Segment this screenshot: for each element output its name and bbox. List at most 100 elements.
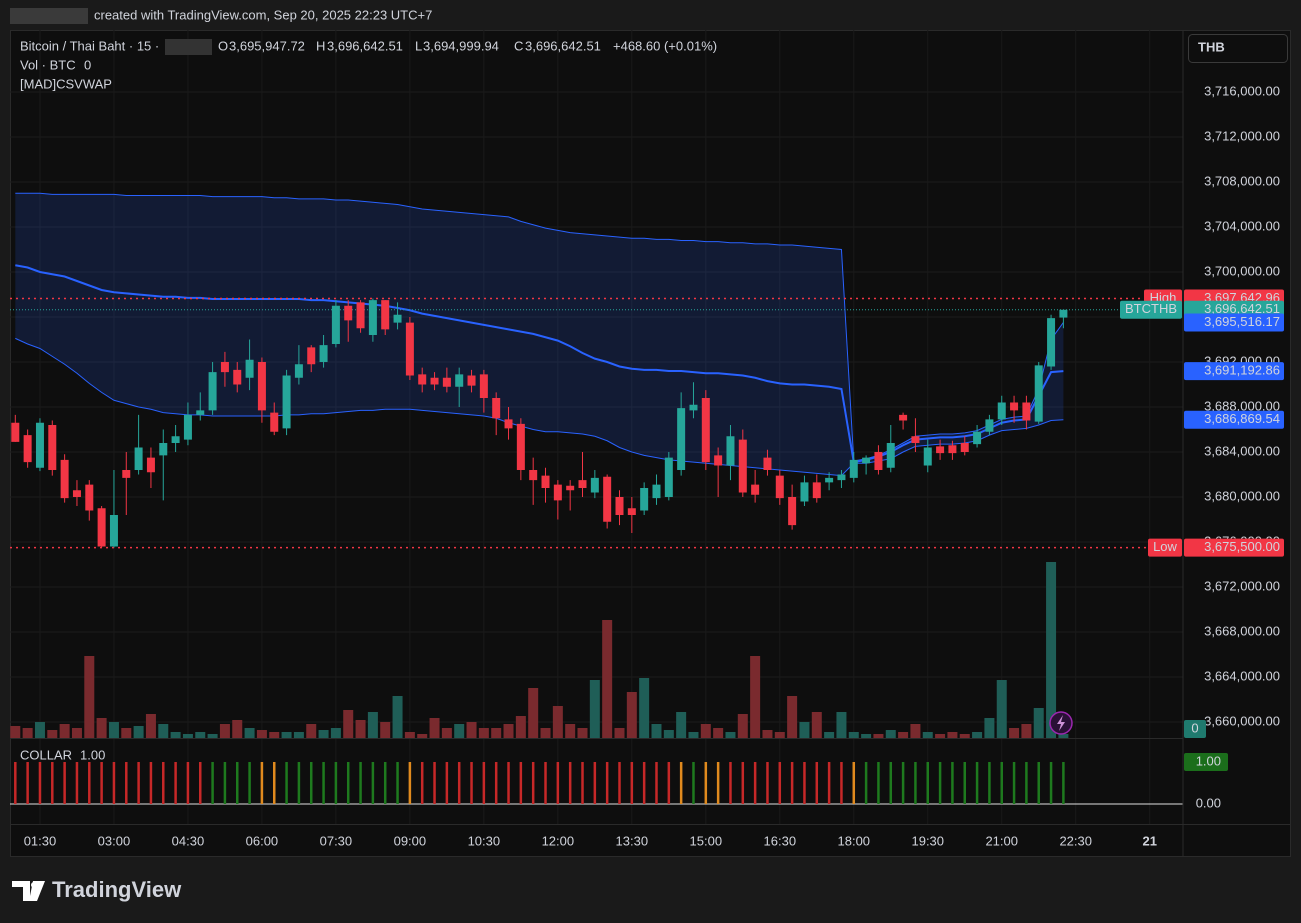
volume-bar <box>121 728 132 738</box>
volume-bar <box>910 724 921 738</box>
candle-body <box>23 435 32 463</box>
volume-value: 0 <box>84 57 91 72</box>
volume-bar <box>515 716 526 738</box>
collar-bar <box>988 762 991 804</box>
candle-body <box>751 484 760 495</box>
collar-badge-label: 1.00 <box>1196 753 1221 768</box>
candle-body <box>788 497 797 526</box>
volume-bar <box>170 732 181 738</box>
collar-bar <box>692 762 695 804</box>
collar-bar <box>1062 762 1065 804</box>
collar-bar <box>840 762 843 804</box>
candle-body <box>122 470 131 478</box>
volume-bar <box>972 732 983 738</box>
volume-bar <box>145 714 156 738</box>
last-price-badge-label: 3,696,642.51 <box>1204 301 1280 316</box>
volume-bar <box>84 656 95 738</box>
candle-body <box>936 446 945 454</box>
collar-bar <box>38 762 42 804</box>
volume-bar <box>922 732 933 738</box>
collar-bar <box>729 762 732 804</box>
collar-bar <box>396 762 399 804</box>
collar-bar <box>716 762 720 804</box>
collar-badge <box>1184 753 1228 771</box>
watermark: TradingView <box>52 877 182 902</box>
volume-bar <box>528 688 539 738</box>
candle-body <box>331 305 340 345</box>
candle-body <box>874 452 883 471</box>
volume-bar <box>824 732 835 738</box>
collar-bar <box>581 762 584 804</box>
candle-body <box>492 398 501 419</box>
candle-body <box>603 476 612 522</box>
low-line-badge <box>1184 538 1284 557</box>
collar-bar <box>790 762 794 804</box>
candle-body <box>270 412 279 432</box>
volume-bar <box>898 732 909 738</box>
candle-body <box>1034 365 1043 422</box>
collar-bar <box>149 762 153 804</box>
candle-body <box>307 347 316 365</box>
collar-bar <box>162 762 165 804</box>
volume-bar <box>454 724 465 738</box>
volume-bar <box>774 732 785 738</box>
volume-bar <box>392 696 403 738</box>
candle-body <box>849 459 858 478</box>
band-badge <box>1184 362 1284 381</box>
candle-body <box>233 369 242 385</box>
volume-bar <box>466 722 477 738</box>
volume-bar <box>1021 724 1032 738</box>
candle-body <box>467 375 476 386</box>
y-tick-label: 3,712,000.00 <box>1204 128 1280 143</box>
x-tick-label: 12:00 <box>542 833 575 848</box>
volume-bar <box>651 724 662 738</box>
collar-bar <box>482 762 486 804</box>
volume-bar <box>589 680 600 738</box>
collar-bar <box>975 762 979 804</box>
volume-bar <box>639 678 650 738</box>
volume-bar <box>355 720 366 738</box>
candle-body <box>405 322 414 376</box>
volume-bar <box>22 728 33 738</box>
candle-body <box>344 305 353 321</box>
volume-bar <box>552 706 563 738</box>
collar-bar <box>556 762 560 804</box>
legend-l-label: L <box>415 38 422 53</box>
volume-badge <box>1184 720 1206 738</box>
collar-bar <box>827 762 831 804</box>
collar-bar <box>605 762 609 804</box>
legend-c-label: C <box>514 38 523 53</box>
currency-button[interactable] <box>1188 34 1288 63</box>
collar-bar <box>494 762 498 804</box>
candle-body <box>566 485 575 491</box>
volume-bar <box>750 656 761 738</box>
band-fill <box>15 193 1064 476</box>
collar-bar <box>272 762 276 804</box>
currency[interactable]: THB <box>1198 39 1225 54</box>
candle-body <box>516 423 525 471</box>
volume-bar <box>885 730 896 738</box>
candle-body <box>640 488 649 511</box>
legend-o: 3,695,947.72 <box>229 38 305 53</box>
volume-bar <box>836 712 847 738</box>
candle-body <box>862 457 871 464</box>
candle-body <box>664 457 673 498</box>
volume-bar <box>306 724 317 738</box>
band-badge <box>1184 313 1284 332</box>
volume-bar <box>47 730 58 738</box>
candle-body <box>257 362 266 411</box>
candle-body <box>72 490 81 498</box>
volume-bar <box>219 724 230 738</box>
volume-bar <box>540 728 551 738</box>
y-tick-label: 3,668,000.00 <box>1204 623 1280 638</box>
y-tick-label: 3,660,000.00 <box>1204 713 1280 728</box>
collar-bar <box>445 762 449 804</box>
volume-bar <box>848 732 859 738</box>
collar-bar <box>383 762 387 804</box>
candle-body <box>1022 402 1031 421</box>
volume-bar <box>232 720 243 738</box>
collar-bar <box>679 762 683 804</box>
candle-body <box>418 374 427 385</box>
collar-bar <box>199 762 202 804</box>
